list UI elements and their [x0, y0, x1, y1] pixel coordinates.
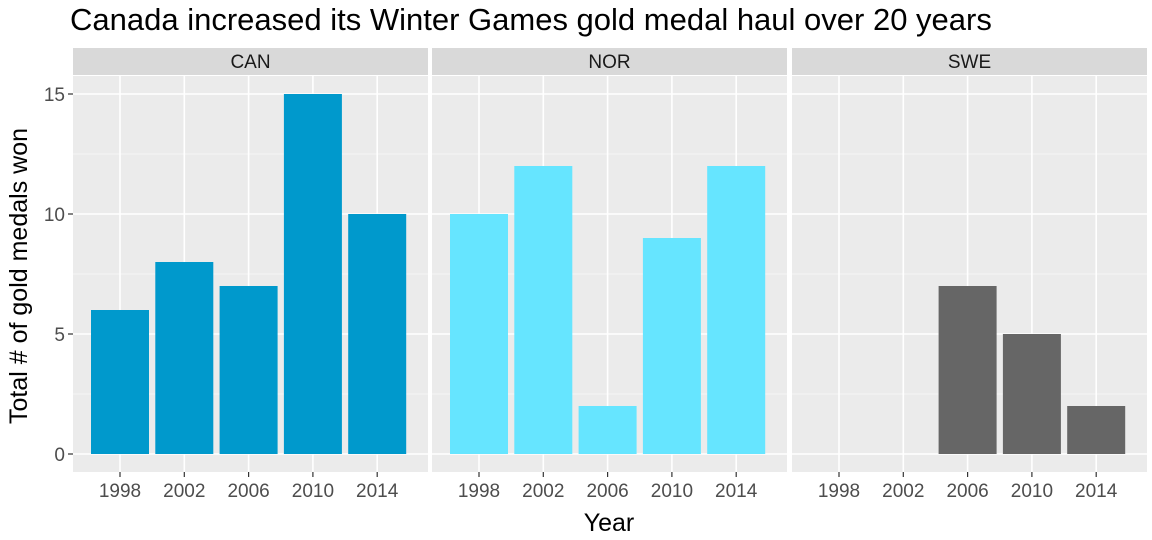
x-tick-label: 2002 — [522, 481, 564, 502]
x-tick-label: 2006 — [586, 481, 628, 502]
x-tick-label: 2010 — [651, 481, 693, 502]
facet-strip-label: SWE — [948, 52, 991, 73]
facet-panel-swe: SWE 1998 2002 2006 2010 2014 — [792, 48, 1147, 502]
x-tick-label: 2014 — [715, 481, 758, 502]
x-tick-label: 2006 — [946, 481, 988, 502]
facet-panels: CAN 1998 2002 2006 2010 2014 NOR 1998 2002 2006 20… — [73, 48, 1147, 502]
x-tick-label: 2002 — [163, 481, 205, 502]
bar-nor-2010 — [642, 238, 701, 454]
facet-strip — [432, 48, 787, 75]
bar-swe-2014 — [1067, 406, 1126, 454]
facet-strip-label: NOR — [588, 52, 630, 73]
facet-panel-nor: NOR 1998 2002 2006 2010 2014 — [432, 48, 787, 502]
x-tick-label: 2006 — [227, 481, 269, 502]
facet-strip-label: CAN — [230, 52, 270, 73]
bar-can-1998 — [91, 310, 149, 454]
facet-strip — [792, 48, 1147, 75]
facet-panel-can: CAN 1998 2002 2006 2010 2014 — [73, 48, 428, 502]
bar-swe-2006 — [938, 286, 997, 454]
y-axis: 0 5 10 15 — [44, 85, 73, 466]
x-tick-label: 2002 — [882, 481, 924, 502]
y-tick-label: 0 — [54, 445, 65, 466]
bar-nor-2002 — [514, 166, 573, 454]
bar-can-2014 — [348, 214, 407, 454]
x-tick-label: 2010 — [1011, 481, 1053, 502]
x-tick-label: 2014 — [1075, 481, 1118, 502]
bar-nor-2014 — [707, 166, 766, 454]
x-axis-title: Year — [584, 509, 635, 537]
chart-title: Canada increased its Winter Games gold m… — [70, 2, 992, 37]
y-tick-label: 10 — [44, 205, 65, 226]
x-tick-label: 2010 — [292, 481, 334, 502]
x-tick-label: 1998 — [99, 481, 141, 502]
y-axis-title: Total # of gold medals won — [5, 128, 33, 424]
bar-can-2006 — [219, 286, 278, 454]
facet-strip — [73, 48, 428, 75]
x-tick-label: 1998 — [458, 481, 500, 502]
bar-can-2010 — [283, 94, 342, 454]
bar-can-2002 — [155, 262, 214, 454]
x-tick-label: 1998 — [818, 481, 860, 502]
bar-nor-1998 — [450, 214, 508, 454]
bar-nor-2006 — [578, 406, 637, 454]
y-tick-label: 15 — [44, 85, 65, 106]
y-tick-label: 5 — [54, 325, 65, 346]
bar-swe-2010 — [1002, 334, 1061, 454]
x-tick-label: 2014 — [356, 481, 399, 502]
